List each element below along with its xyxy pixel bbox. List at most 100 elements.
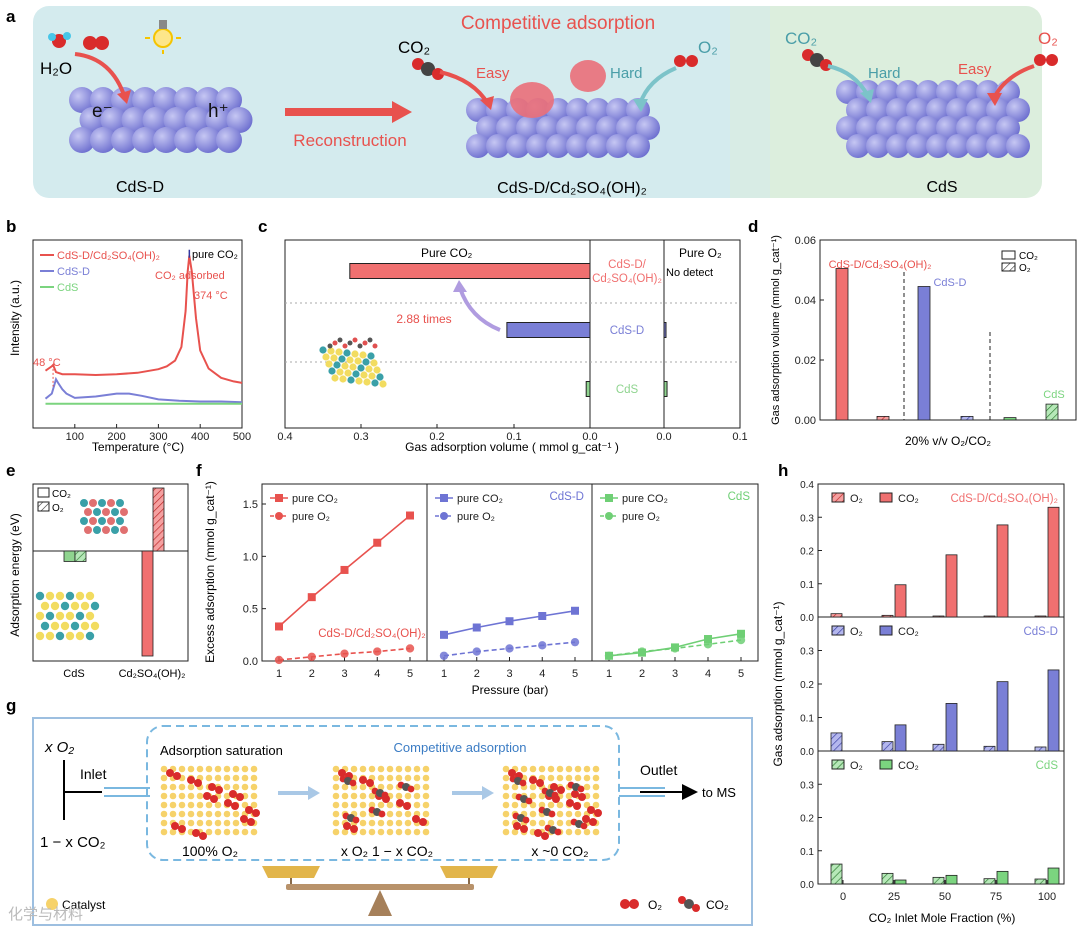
adsorbed-atom	[327, 343, 333, 349]
panel-d-ylabel: Gas adsorption volume (mmol g_cat⁻¹)	[770, 235, 782, 425]
series-line	[44, 376, 243, 404]
atom-sphere	[606, 98, 630, 122]
atom-sphere	[1006, 98, 1030, 122]
crystal-atom	[370, 359, 378, 367]
co2-label-mid: CO₂	[398, 38, 430, 57]
catalyst-particle	[160, 783, 168, 791]
catalyst-particle	[386, 801, 394, 809]
catalyst-legend-icon	[46, 898, 58, 910]
adsorbed-atom	[347, 340, 353, 346]
panel-label-a: a	[6, 7, 16, 26]
o2-atom	[203, 792, 211, 800]
o2-bar	[983, 615, 996, 618]
tick-label: 200	[107, 431, 125, 443]
adsorbed-atom	[367, 337, 373, 343]
catalyst-particle	[178, 792, 186, 800]
legend-marker	[831, 492, 845, 503]
crystal-atom	[45, 631, 55, 641]
tick-label: 0.2	[800, 547, 814, 558]
tick-label: 0.2	[429, 431, 444, 443]
tick-label: 75	[990, 891, 1002, 903]
data-point	[736, 635, 746, 645]
adsorbed-atom	[337, 337, 343, 343]
stage3-label: x ~0 CO₂	[531, 843, 588, 859]
o2-bar	[663, 322, 667, 338]
cdsd-label: CdS-D	[116, 179, 164, 196]
catalyst-particle	[232, 783, 240, 791]
subplot-label: CdS	[1036, 760, 1059, 772]
crystal-atom	[65, 591, 75, 601]
legend-entry: CO₂	[898, 760, 919, 772]
catalyst-particle	[232, 765, 240, 773]
crystal-atom	[333, 361, 341, 369]
co2-bar	[349, 263, 591, 279]
catalyst-particle	[377, 819, 385, 827]
o2-atom	[194, 779, 202, 787]
tick-label: 5	[407, 668, 413, 680]
catalyst-particle	[502, 765, 510, 773]
energy-bar	[74, 550, 87, 562]
atom-sphere	[174, 127, 200, 153]
atom-sphere	[486, 134, 510, 158]
catalyst-particle	[160, 810, 168, 818]
panel-d-ticks: 0.00 0.02 0.04 0.06	[795, 235, 824, 427]
catalyst-particle	[386, 765, 394, 773]
catalyst-particle	[169, 828, 177, 836]
legend-entry: CO₂	[1019, 251, 1038, 262]
atom-sphere	[886, 98, 910, 122]
crystal-atom	[60, 621, 70, 631]
annotation: CO₂ adsorbed	[155, 270, 225, 282]
panel-label-c: c	[258, 217, 267, 236]
co2-bar	[945, 703, 958, 752]
atom-sphere	[153, 87, 179, 113]
o2-bar	[881, 741, 894, 752]
catalyst-particle	[178, 810, 186, 818]
catalyst-particle	[404, 765, 412, 773]
o2-bar	[663, 381, 668, 397]
data-point	[737, 629, 745, 638]
subplot-label: CdS-D/Cd₂SO₄(OH)₂	[318, 628, 426, 640]
atom-sphere	[163, 107, 190, 133]
co2-label-right: CO₂	[785, 29, 817, 48]
catalyst-particle	[565, 810, 573, 818]
crystal-atom	[351, 350, 359, 358]
easy-label-right: Easy	[958, 61, 992, 78]
catalyst-particle	[413, 774, 421, 782]
crystal-atom	[85, 631, 95, 641]
tick-label: 0.04	[795, 295, 816, 307]
catalyst-particle	[241, 783, 249, 791]
o2-molecule-icon	[1034, 54, 1058, 66]
subplot-label: CdS-D	[549, 491, 584, 503]
tick-label: 1	[606, 668, 612, 680]
catalyst-particle	[422, 810, 430, 818]
o2-atom	[557, 786, 565, 794]
crystal-atom	[365, 365, 373, 373]
atom-sphere	[986, 98, 1010, 122]
atom-sphere	[121, 107, 148, 133]
catalyst-particle	[404, 828, 412, 836]
easy-label-mid: Easy	[476, 65, 510, 82]
co2-atom	[577, 785, 585, 793]
tick-label: 1	[441, 668, 447, 680]
panel-a: a H₂O e⁻ h⁺ CdS-D Reconstruction	[6, 6, 1058, 198]
competitive-box	[146, 725, 620, 861]
legend-marker	[879, 492, 893, 503]
legend-entry: CO₂	[898, 493, 919, 505]
legend-entry: pure CO₂	[292, 493, 338, 505]
o2-atom	[338, 769, 346, 777]
tick-label: 50	[939, 891, 951, 903]
catalyst-particle	[556, 765, 564, 773]
annotation: 48 °C	[33, 357, 61, 369]
data-point	[340, 565, 349, 574]
pure-co2-label: Pure CO₂	[421, 246, 473, 260]
atom-sphere	[90, 127, 116, 153]
catalyst-particle	[205, 774, 213, 782]
data-point	[439, 651, 449, 660]
catalyst-particle	[359, 792, 367, 800]
legend-entry: CdS-D	[57, 266, 90, 278]
atom-sphere	[956, 80, 980, 104]
panel-c-frame	[284, 239, 741, 429]
atom-sphere	[946, 98, 970, 122]
outlet-label: Outlet	[640, 762, 677, 778]
